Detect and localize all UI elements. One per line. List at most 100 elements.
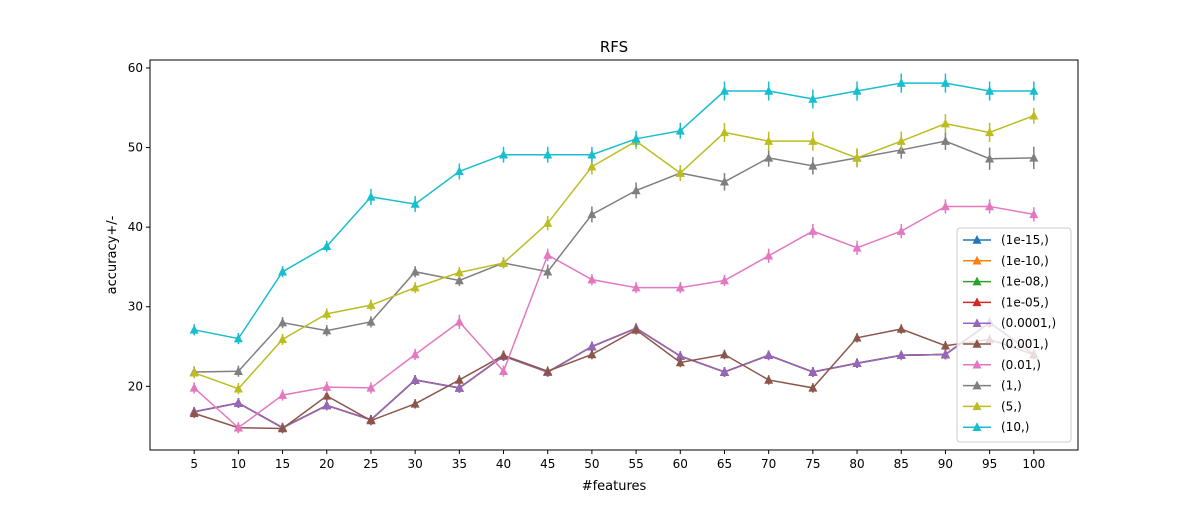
data-point xyxy=(764,374,774,384)
data-point xyxy=(543,149,553,159)
x-tick-label: 25 xyxy=(363,457,378,471)
data-point xyxy=(454,267,464,277)
data-point xyxy=(719,349,729,359)
legend-label: (1,) xyxy=(1001,379,1022,393)
data-point xyxy=(896,78,906,87)
data-point xyxy=(852,242,862,252)
legend: (1e-15,) (1e-10,) (1e-08,) (1e-05,) (0.0001,… xyxy=(956,227,1072,443)
x-tick-label: 30 xyxy=(408,457,423,471)
data-point xyxy=(985,127,995,137)
y-axis-label: accuracy+/- xyxy=(105,215,120,294)
data-point xyxy=(454,275,464,285)
x-tick-label: 70 xyxy=(761,457,776,471)
legend-swatch-marker xyxy=(972,339,982,348)
data-point xyxy=(896,226,906,235)
data-point xyxy=(985,201,995,211)
data-point xyxy=(543,218,553,227)
data-point xyxy=(675,168,685,177)
legend-item: (1e-08,) xyxy=(963,275,1049,289)
data-point xyxy=(675,282,685,292)
data-point xyxy=(366,191,376,201)
data-point xyxy=(1029,209,1039,219)
data-point xyxy=(764,350,774,360)
data-point xyxy=(587,341,597,351)
series-line xyxy=(193,328,1035,430)
data-point xyxy=(587,161,597,171)
legend-swatch-marker xyxy=(972,422,982,431)
data-point xyxy=(896,136,906,145)
data-point xyxy=(719,367,729,376)
legend-item: (1e-15,) xyxy=(963,233,1049,247)
legend-item: (0.0001,) xyxy=(963,316,1056,330)
data-point xyxy=(764,136,774,145)
y-axis-ticks: 20 30 40 50 60 xyxy=(128,61,150,393)
data-point xyxy=(631,133,641,143)
data-point xyxy=(366,316,376,326)
series-1 xyxy=(189,132,1039,378)
legend-swatch-marker xyxy=(972,318,982,327)
data-point xyxy=(410,398,420,408)
legend-swatch-marker xyxy=(972,401,982,411)
data-point xyxy=(764,152,774,162)
data-point xyxy=(410,282,420,292)
y-tick-label: 20 xyxy=(128,379,143,393)
data-point xyxy=(985,86,995,95)
data-point xyxy=(366,382,376,392)
data-point xyxy=(587,274,597,284)
data-point xyxy=(410,349,420,359)
data-point xyxy=(278,423,288,433)
data-point xyxy=(940,78,950,87)
legend-item: (1e-10,) xyxy=(963,254,1049,268)
data-point xyxy=(808,160,818,170)
data-point xyxy=(233,333,243,343)
data-point xyxy=(631,185,641,195)
legend-label: (1e-15,) xyxy=(1001,233,1049,247)
legend-label: (10,) xyxy=(1001,420,1029,434)
data-point xyxy=(808,136,818,145)
data-point xyxy=(278,317,288,327)
data-point xyxy=(366,415,376,425)
x-tick-label: 90 xyxy=(938,457,953,471)
data-point xyxy=(499,350,509,360)
data-point xyxy=(233,383,243,393)
data-point xyxy=(233,422,243,432)
x-tick-label: 65 xyxy=(717,457,732,471)
y-tick-label: 50 xyxy=(128,141,143,155)
legend-label: (0.001,) xyxy=(1001,337,1049,351)
series-line xyxy=(194,321,1035,429)
data-point xyxy=(940,136,950,145)
data-point xyxy=(719,86,729,95)
data-point xyxy=(322,325,332,335)
data-point xyxy=(454,316,464,326)
data-point xyxy=(410,199,420,208)
data-point xyxy=(278,390,288,399)
data-point xyxy=(499,366,509,375)
series-1e-10 xyxy=(189,317,1039,433)
data-point xyxy=(852,86,862,95)
data-point xyxy=(366,300,376,309)
data-point xyxy=(808,94,818,103)
x-tick-label: 35 xyxy=(452,457,467,471)
data-point xyxy=(454,166,464,176)
data-point xyxy=(189,324,199,334)
x-tick-label: 75 xyxy=(805,457,820,471)
data-point xyxy=(675,125,685,135)
series-line xyxy=(194,82,1034,340)
x-tick-label: 60 xyxy=(673,457,688,471)
data-point xyxy=(543,266,553,276)
data-point xyxy=(940,118,950,128)
data-point xyxy=(587,149,597,159)
legend-swatch-marker xyxy=(972,255,982,265)
data-point xyxy=(587,349,597,359)
legend-label: (1e-08,) xyxy=(1001,275,1049,289)
data-point xyxy=(322,400,332,410)
data-point xyxy=(808,226,818,235)
x-tick-label: 15 xyxy=(275,457,290,471)
x-tick-label: 100 xyxy=(1022,457,1045,471)
x-tick-label: 50 xyxy=(584,457,599,471)
y-tick-label: 30 xyxy=(128,300,143,314)
data-point xyxy=(719,127,729,137)
data-point xyxy=(233,366,243,375)
legend-swatch-marker xyxy=(972,276,982,286)
